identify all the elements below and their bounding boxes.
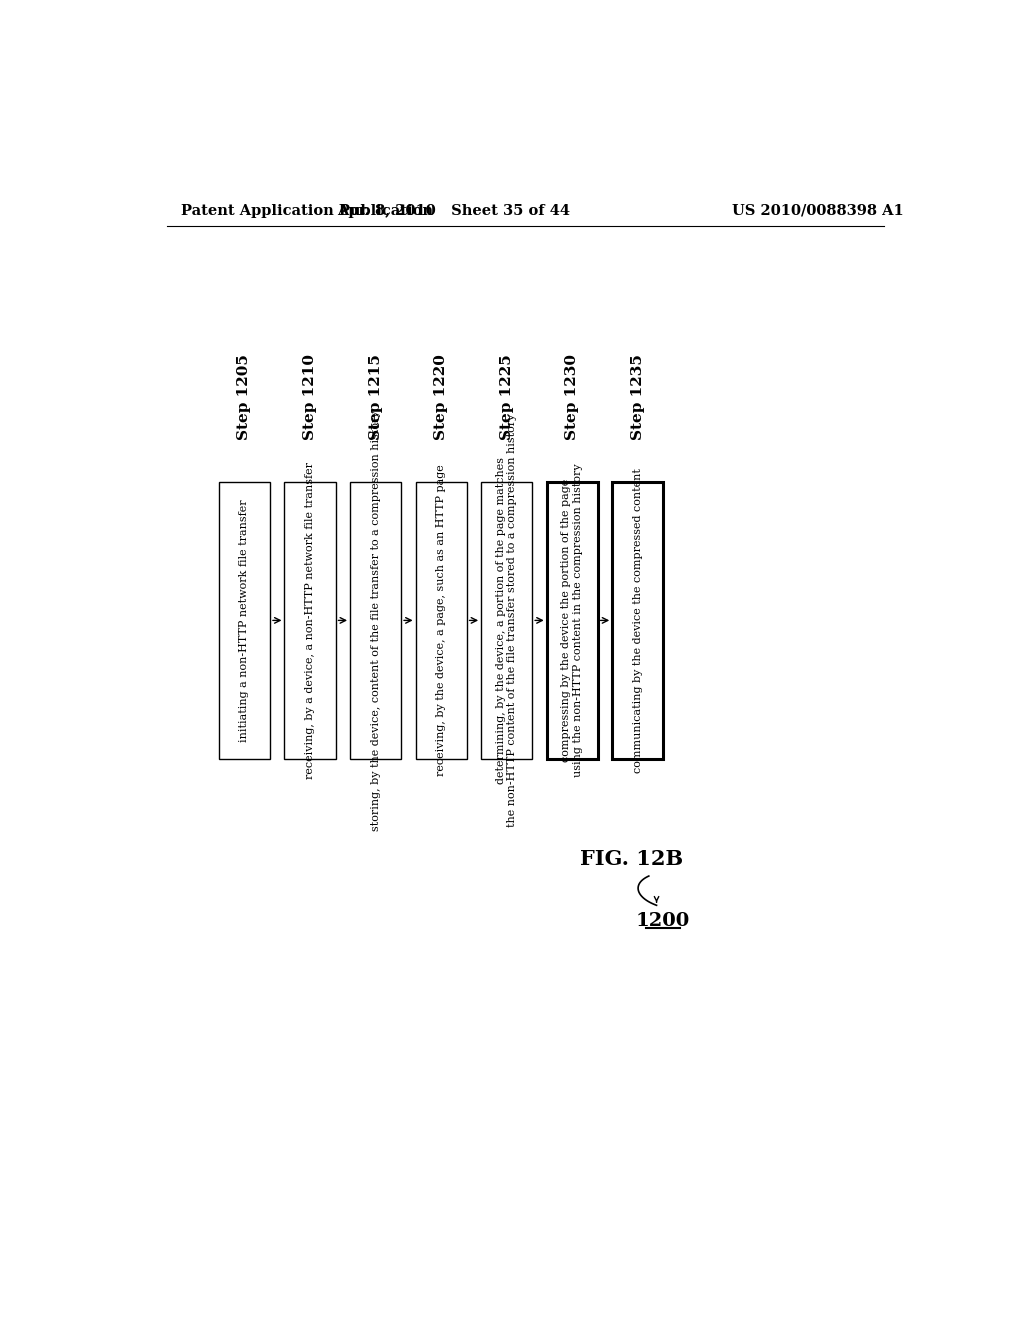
- Text: FIG. 12B: FIG. 12B: [581, 849, 683, 869]
- Text: storing, by the device, content of the file transfer to a compression history: storing, by the device, content of the f…: [371, 411, 381, 830]
- Text: compressing by the device the portion of the page
using the non-HTTP content in : compressing by the device the portion of…: [561, 463, 583, 777]
- Text: Apr. 8, 2010   Sheet 35 of 44: Apr. 8, 2010 Sheet 35 of 44: [337, 203, 570, 218]
- Text: Step 1215: Step 1215: [369, 354, 383, 440]
- Bar: [547, 482, 598, 759]
- Text: Step 1235: Step 1235: [631, 354, 645, 440]
- Text: Step 1225: Step 1225: [500, 354, 514, 440]
- Bar: [416, 482, 467, 759]
- Text: Step 1230: Step 1230: [565, 354, 580, 440]
- Text: US 2010/0088398 A1: US 2010/0088398 A1: [732, 203, 904, 218]
- Text: determining, by the device, a portion of the page matches
the non-HTTP content o: determining, by the device, a portion of…: [496, 413, 517, 828]
- Text: Step 1210: Step 1210: [303, 354, 317, 440]
- Bar: [350, 482, 401, 759]
- Text: receiving, by the device, a page, such as an HTTP page: receiving, by the device, a page, such a…: [436, 465, 446, 776]
- Text: receiving, by a device, a non-HTTP network file transfer: receiving, by a device, a non-HTTP netwo…: [305, 462, 315, 779]
- Text: communicating by the device the compressed content: communicating by the device the compress…: [633, 469, 643, 772]
- Bar: [219, 482, 270, 759]
- Text: initiating a non-HTTP network file transfer: initiating a non-HTTP network file trans…: [240, 499, 250, 742]
- Text: Patent Application Publication: Patent Application Publication: [180, 203, 433, 218]
- Bar: [481, 482, 532, 759]
- Bar: [285, 482, 336, 759]
- Text: Step 1205: Step 1205: [238, 354, 252, 440]
- Text: 1200: 1200: [636, 912, 690, 929]
- Text: Step 1220: Step 1220: [434, 354, 449, 440]
- Bar: [612, 482, 664, 759]
